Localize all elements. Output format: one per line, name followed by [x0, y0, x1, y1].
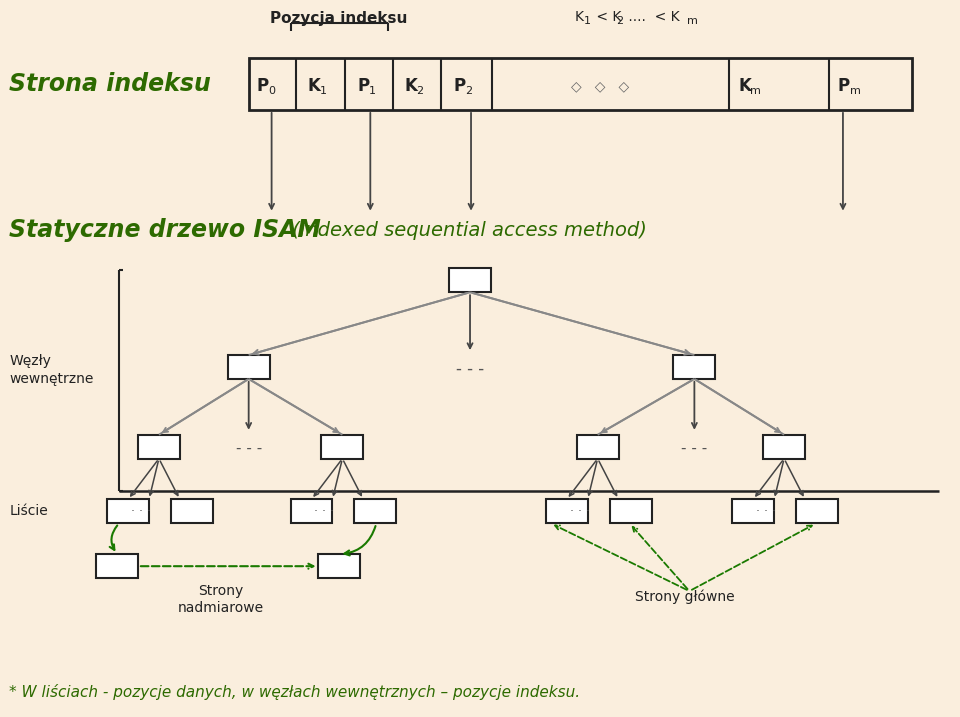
Text: Strona indeksu: Strona indeksu [10, 72, 211, 96]
Text: - - -: - - - [682, 441, 708, 456]
Bar [732, 500, 774, 523]
Text: · · ·: · · · [131, 505, 151, 518]
Bar [449, 268, 491, 293]
Text: P: P [256, 77, 269, 95]
Bar [610, 500, 652, 523]
Bar [577, 435, 618, 459]
Text: Węzły
wewnętrzne: Węzły wewnętrzne [10, 353, 94, 386]
Bar [796, 500, 838, 523]
Text: ....  < K: .... < K [624, 10, 680, 24]
Text: P: P [357, 77, 370, 95]
Text: K: K [404, 77, 417, 95]
Bar [138, 435, 180, 459]
Text: - - -: - - - [235, 441, 262, 456]
Text: K: K [738, 77, 751, 95]
Text: · · ·: · · · [315, 505, 334, 518]
Text: < K: < K [591, 10, 621, 24]
Text: 1: 1 [584, 16, 590, 27]
Bar [249, 58, 912, 110]
Bar [546, 500, 588, 523]
Text: Strony główne: Strony główne [635, 589, 734, 604]
Text: P: P [453, 77, 466, 95]
Bar [96, 554, 138, 578]
Text: · · ·: · · · [756, 505, 777, 518]
Bar [763, 435, 805, 459]
Bar [673, 355, 715, 379]
Text: m: m [850, 86, 861, 96]
Text: ◇   ◇   ◇: ◇ ◇ ◇ [570, 79, 629, 93]
Text: Pozycja indeksu: Pozycja indeksu [270, 11, 407, 26]
Text: Statyczne drzewo ISAM: Statyczne drzewo ISAM [10, 219, 322, 242]
Text: (indexed sequential access method): (indexed sequential access method) [285, 221, 646, 240]
Bar [354, 500, 396, 523]
Text: 1: 1 [370, 86, 376, 96]
Text: - - -: - - - [456, 360, 484, 378]
Text: · · ·: · · · [569, 505, 589, 518]
Text: 2: 2 [616, 16, 624, 27]
Text: * W liściach - pozycje danych, w węzłach wewnętrznych – pozycje indeksu.: * W liściach - pozycje danych, w węzłach… [10, 684, 581, 700]
Text: Strony
nadmiarowe: Strony nadmiarowe [178, 584, 264, 615]
Text: 2: 2 [417, 86, 423, 96]
Text: 1: 1 [320, 86, 326, 96]
Text: K: K [575, 10, 584, 24]
Text: 0: 0 [269, 86, 276, 96]
Bar [322, 435, 363, 459]
Text: m: m [687, 16, 698, 27]
Text: 2: 2 [465, 86, 472, 96]
Text: P: P [838, 77, 851, 95]
Bar [171, 500, 213, 523]
Bar [108, 500, 149, 523]
Text: Liście: Liście [10, 504, 48, 518]
Text: K: K [307, 77, 321, 95]
Bar [291, 500, 332, 523]
Bar [319, 554, 360, 578]
Text: m: m [750, 86, 761, 96]
Bar [228, 355, 270, 379]
